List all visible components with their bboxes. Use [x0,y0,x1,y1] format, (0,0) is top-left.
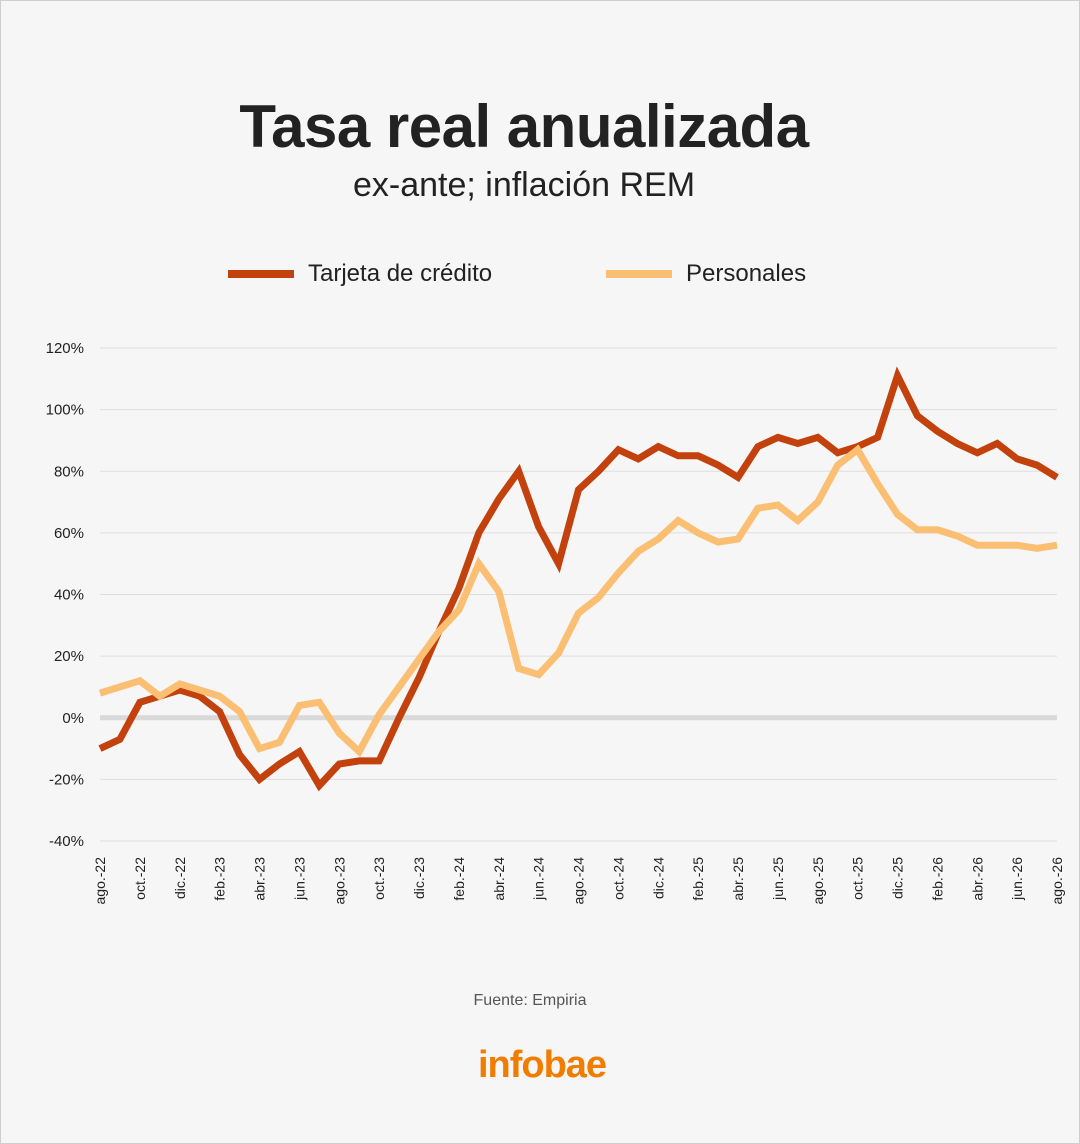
legend-swatch-tarjeta [228,270,294,278]
x-tick-label: ago.-23 [331,857,347,905]
x-tick-label: abr.-26 [969,857,985,901]
y-tick-label: 80% [54,463,84,480]
source-note: Fuente: Empiria [473,992,587,1009]
x-tick-label: feb.-23 [212,857,228,901]
series-line-personales [98,444,1058,758]
legend-item-tarjeta: Tarjeta de crédito [228,258,492,290]
legend-item-personales: Personales [606,258,806,290]
series-line-tarjeta [98,366,1059,792]
x-tick-label: feb.-25 [690,857,706,901]
y-tick-label: 120% [46,340,84,357]
x-tick-label: ago.-22 [92,857,108,905]
x-tick-label: jun.-23 [291,857,307,901]
chart-title: Tasa real anualizada [239,93,809,160]
x-tick-label: abr.-24 [491,857,507,901]
legend-label-personales: Personales [686,260,807,287]
x-tick-label: oct.-23 [371,857,387,900]
legend-label-tarjeta: Tarjeta de crédito [308,260,493,287]
x-tick-label: ago.-26 [1049,857,1065,905]
chart-subtitle: ex-ante; inflación REM [352,166,696,204]
y-tick-label: 60% [54,525,84,542]
x-tick-label: ago.-25 [810,857,826,905]
y-tick-label: -20% [49,771,84,788]
x-tick-label: oct.-25 [850,857,866,900]
x-tick-label: dic.-25 [890,857,906,899]
y-tick-label: 0% [62,710,84,727]
y-tick-label: -40% [49,833,84,850]
x-tick-label: dic.-22 [172,857,188,899]
x-tick-label: jun.-24 [531,857,547,901]
x-tick-label: ago.-24 [571,857,587,905]
y-tick-label: 100% [46,402,84,419]
x-tick-label: jun.-25 [770,857,786,901]
x-tick-label: jun.-26 [1009,857,1025,901]
x-tick-label: oct.-24 [610,857,626,900]
legend-swatch-personales [606,270,672,278]
x-tick-label: dic.-23 [411,857,427,899]
brand-logo: infobae [477,1044,607,1086]
x-tick-label: feb.-24 [451,857,467,901]
y-tick-label: 20% [54,648,84,665]
x-tick-label: dic.-24 [650,857,666,899]
x-tick-label: feb.-26 [929,857,945,901]
y-tick-label: 40% [54,587,84,604]
x-tick-label: abr.-25 [730,857,746,901]
x-tick-label: oct.-22 [132,857,148,900]
x-tick-label: abr.-23 [252,857,268,901]
